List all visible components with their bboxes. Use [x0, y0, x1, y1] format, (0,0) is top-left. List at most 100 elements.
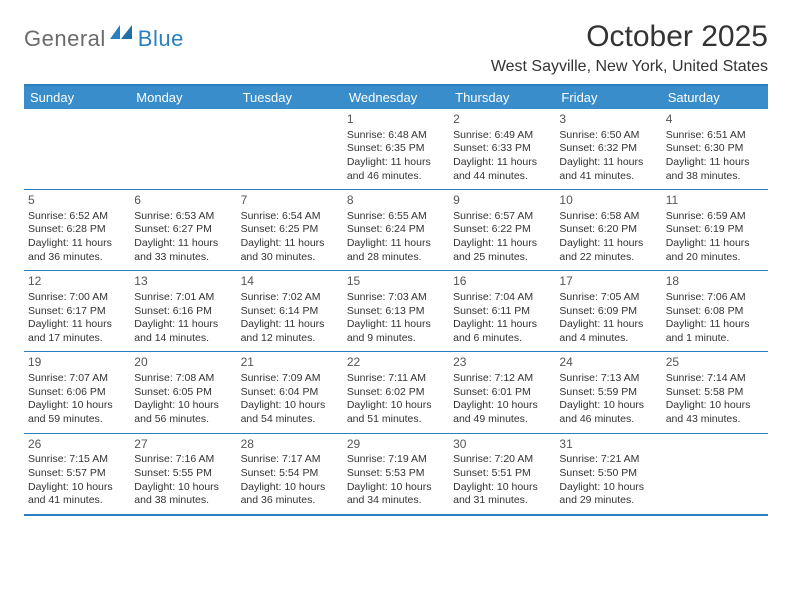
- daylight: Daylight: 11 hours and 28 minutes.: [347, 237, 445, 264]
- sunrise: Sunrise: 7:19 AM: [347, 453, 445, 467]
- sunset: Sunset: 5:53 PM: [347, 467, 445, 481]
- empty-cell: [130, 109, 236, 189]
- day-number: 22: [347, 355, 445, 371]
- weeks-container: 1Sunrise: 6:48 AMSunset: 6:35 PMDaylight…: [24, 109, 768, 514]
- day-number: 19: [28, 355, 126, 371]
- sunrise: Sunrise: 7:14 AM: [666, 372, 764, 386]
- weekday-wednesday: Wednesday: [343, 86, 449, 109]
- sunrise: Sunrise: 7:01 AM: [134, 291, 232, 305]
- day-number: 8: [347, 193, 445, 209]
- day-number: 25: [666, 355, 764, 371]
- day-number: 13: [134, 274, 232, 290]
- empty-cell: [24, 109, 130, 189]
- sunset: Sunset: 5:57 PM: [28, 467, 126, 481]
- sunrise: Sunrise: 6:54 AM: [241, 210, 339, 224]
- location: West Sayville, New York, United States: [491, 58, 768, 76]
- day-cell: 6Sunrise: 6:53 AMSunset: 6:27 PMDaylight…: [130, 190, 236, 270]
- sunset: Sunset: 6:14 PM: [241, 305, 339, 319]
- sunrise: Sunrise: 7:20 AM: [453, 453, 551, 467]
- calendar: SundayMondayTuesdayWednesdayThursdayFrid…: [24, 84, 768, 516]
- day-number: 6: [134, 193, 232, 209]
- sunrise: Sunrise: 6:59 AM: [666, 210, 764, 224]
- day-cell: 5Sunrise: 6:52 AMSunset: 6:28 PMDaylight…: [24, 190, 130, 270]
- daylight: Daylight: 11 hours and 25 minutes.: [453, 237, 551, 264]
- sunset: Sunset: 6:25 PM: [241, 223, 339, 237]
- day-cell: 18Sunrise: 7:06 AMSunset: 6:08 PMDayligh…: [662, 271, 768, 351]
- day-number: 18: [666, 274, 764, 290]
- day-number: 10: [559, 193, 657, 209]
- empty-cell: [662, 434, 768, 514]
- day-number: 14: [241, 274, 339, 290]
- sunset: Sunset: 6:04 PM: [241, 386, 339, 400]
- sunset: Sunset: 6:32 PM: [559, 142, 657, 156]
- sunrise: Sunrise: 7:07 AM: [28, 372, 126, 386]
- sunset: Sunset: 5:59 PM: [559, 386, 657, 400]
- daylight: Daylight: 11 hours and 6 minutes.: [453, 318, 551, 345]
- daylight: Daylight: 10 hours and 46 minutes.: [559, 399, 657, 426]
- day-number: 5: [28, 193, 126, 209]
- day-cell: 27Sunrise: 7:16 AMSunset: 5:55 PMDayligh…: [130, 434, 236, 514]
- sunset: Sunset: 5:55 PM: [134, 467, 232, 481]
- daylight: Daylight: 11 hours and 44 minutes.: [453, 156, 551, 183]
- empty-cell: [237, 109, 343, 189]
- weekday-thursday: Thursday: [449, 86, 555, 109]
- day-number: 29: [347, 437, 445, 453]
- sunset: Sunset: 5:50 PM: [559, 467, 657, 481]
- day-number: 21: [241, 355, 339, 371]
- day-number: 1: [347, 112, 445, 128]
- sunset: Sunset: 6:19 PM: [666, 223, 764, 237]
- day-cell: 17Sunrise: 7:05 AMSunset: 6:09 PMDayligh…: [555, 271, 661, 351]
- day-number: 30: [453, 437, 551, 453]
- day-cell: 10Sunrise: 6:58 AMSunset: 6:20 PMDayligh…: [555, 190, 661, 270]
- daylight: Daylight: 10 hours and 31 minutes.: [453, 481, 551, 508]
- day-cell: 25Sunrise: 7:14 AMSunset: 5:58 PMDayligh…: [662, 352, 768, 432]
- day-number: 7: [241, 193, 339, 209]
- sunset: Sunset: 5:54 PM: [241, 467, 339, 481]
- day-number: 23: [453, 355, 551, 371]
- weekday-friday: Friday: [555, 86, 661, 109]
- day-cell: 14Sunrise: 7:02 AMSunset: 6:14 PMDayligh…: [237, 271, 343, 351]
- sunrise: Sunrise: 6:49 AM: [453, 129, 551, 143]
- day-cell: 24Sunrise: 7:13 AMSunset: 5:59 PMDayligh…: [555, 352, 661, 432]
- day-number: 12: [28, 274, 126, 290]
- daylight: Daylight: 10 hours and 36 minutes.: [241, 481, 339, 508]
- logo-text-general: General: [24, 26, 106, 52]
- day-cell: 15Sunrise: 7:03 AMSunset: 6:13 PMDayligh…: [343, 271, 449, 351]
- daylight: Daylight: 11 hours and 46 minutes.: [347, 156, 445, 183]
- logo: General Blue: [24, 20, 184, 52]
- sunrise: Sunrise: 7:17 AM: [241, 453, 339, 467]
- sunrise: Sunrise: 7:05 AM: [559, 291, 657, 305]
- day-number: 31: [559, 437, 657, 453]
- weekday-header-row: SundayMondayTuesdayWednesdayThursdayFrid…: [24, 86, 768, 109]
- sunset: Sunset: 6:20 PM: [559, 223, 657, 237]
- daylight: Daylight: 10 hours and 56 minutes.: [134, 399, 232, 426]
- day-cell: 3Sunrise: 6:50 AMSunset: 6:32 PMDaylight…: [555, 109, 661, 189]
- sunset: Sunset: 6:13 PM: [347, 305, 445, 319]
- sunset: Sunset: 6:05 PM: [134, 386, 232, 400]
- day-cell: 28Sunrise: 7:17 AMSunset: 5:54 PMDayligh…: [237, 434, 343, 514]
- day-cell: 22Sunrise: 7:11 AMSunset: 6:02 PMDayligh…: [343, 352, 449, 432]
- daylight: Daylight: 11 hours and 4 minutes.: [559, 318, 657, 345]
- day-number: 15: [347, 274, 445, 290]
- logo-flag-icon: [110, 25, 136, 48]
- day-cell: 21Sunrise: 7:09 AMSunset: 6:04 PMDayligh…: [237, 352, 343, 432]
- daylight: Daylight: 10 hours and 59 minutes.: [28, 399, 126, 426]
- day-cell: 31Sunrise: 7:21 AMSunset: 5:50 PMDayligh…: [555, 434, 661, 514]
- week-row: 19Sunrise: 7:07 AMSunset: 6:06 PMDayligh…: [24, 351, 768, 432]
- month-title: October 2025: [491, 20, 768, 54]
- day-cell: 30Sunrise: 7:20 AMSunset: 5:51 PMDayligh…: [449, 434, 555, 514]
- daylight: Daylight: 10 hours and 49 minutes.: [453, 399, 551, 426]
- weekday-saturday: Saturday: [662, 86, 768, 109]
- daylight: Daylight: 11 hours and 14 minutes.: [134, 318, 232, 345]
- sunrise: Sunrise: 7:21 AM: [559, 453, 657, 467]
- daylight: Daylight: 11 hours and 20 minutes.: [666, 237, 764, 264]
- sunrise: Sunrise: 6:48 AM: [347, 129, 445, 143]
- sunset: Sunset: 6:01 PM: [453, 386, 551, 400]
- weekday-tuesday: Tuesday: [237, 86, 343, 109]
- day-cell: 4Sunrise: 6:51 AMSunset: 6:30 PMDaylight…: [662, 109, 768, 189]
- day-cell: 26Sunrise: 7:15 AMSunset: 5:57 PMDayligh…: [24, 434, 130, 514]
- sunset: Sunset: 5:51 PM: [453, 467, 551, 481]
- daylight: Daylight: 11 hours and 41 minutes.: [559, 156, 657, 183]
- day-cell: 29Sunrise: 7:19 AMSunset: 5:53 PMDayligh…: [343, 434, 449, 514]
- sunrise: Sunrise: 6:51 AM: [666, 129, 764, 143]
